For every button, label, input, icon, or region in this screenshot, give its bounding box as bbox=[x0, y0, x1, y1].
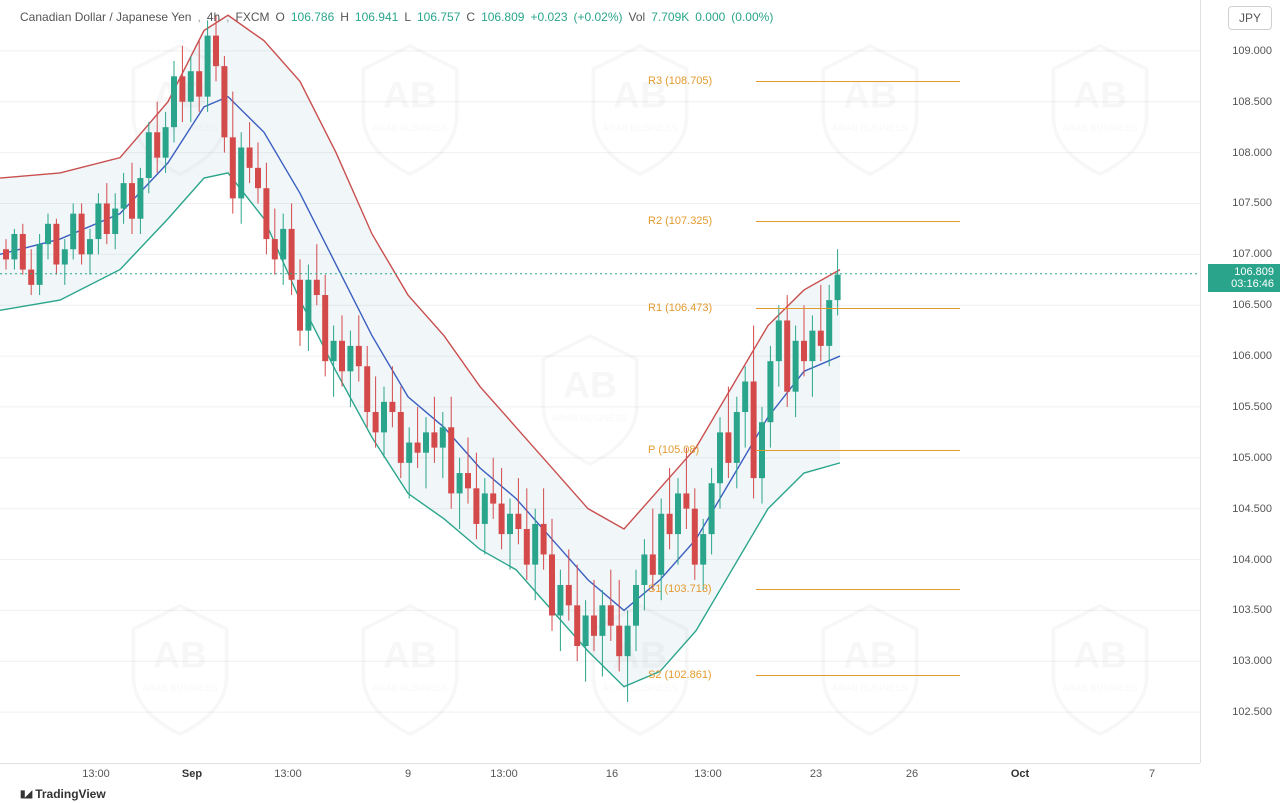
pivot-label-R2: R2 (107.325) bbox=[648, 215, 712, 227]
countdown: 03:16:46 bbox=[1214, 278, 1274, 290]
pivot-label-S1: S1 (103.713) bbox=[648, 583, 712, 595]
x-tick: 13:00 bbox=[274, 768, 302, 780]
y-tick: 106.000 bbox=[1232, 350, 1272, 362]
change: +0.023 bbox=[530, 10, 567, 24]
pivot-line-P bbox=[756, 450, 960, 451]
pivot-label-S2: S2 (102.861) bbox=[648, 669, 712, 681]
price-value: 106.809 bbox=[1214, 266, 1274, 278]
y-axis: 109.000 108.500 108.000 107.500 107.000 106.5… bbox=[1200, 0, 1280, 763]
vol2: 0.000 bbox=[695, 10, 725, 24]
y-tick: 105.500 bbox=[1232, 401, 1272, 413]
pivot-line-R1 bbox=[756, 308, 960, 309]
y-tick: 103.000 bbox=[1232, 655, 1272, 667]
logo-icon: ▮◢ bbox=[20, 789, 31, 800]
pivot-label-R3: R3 (108.705) bbox=[648, 75, 712, 87]
x-tick: 16 bbox=[606, 768, 618, 780]
pivot-line-S2 bbox=[756, 675, 960, 676]
pivot-line-S1 bbox=[756, 589, 960, 590]
ohlc-h-label: H bbox=[340, 10, 349, 24]
x-tick: Sep bbox=[182, 768, 202, 780]
x-tick: 7 bbox=[1149, 768, 1155, 780]
vol2-pct: (0.00%) bbox=[731, 10, 773, 24]
currency-badge[interactable]: JPY bbox=[1228, 6, 1272, 30]
ohlc-l-label: L bbox=[404, 10, 411, 24]
y-tick: 107.000 bbox=[1232, 248, 1272, 260]
tradingview-logo: ▮◢ TradingView bbox=[20, 787, 106, 801]
y-tick: 106.500 bbox=[1232, 299, 1272, 311]
y-tick: 108.000 bbox=[1232, 147, 1272, 159]
y-tick: 109.000 bbox=[1232, 45, 1272, 57]
y-tick: 103.500 bbox=[1232, 604, 1272, 616]
y-tick: 104.500 bbox=[1232, 503, 1272, 515]
symbol-name: Canadian Dollar / Japanese Yen bbox=[20, 10, 191, 24]
pivot-line-R2 bbox=[756, 221, 960, 222]
y-tick: 107.500 bbox=[1232, 197, 1272, 209]
broker: FXCM bbox=[236, 10, 270, 24]
y-tick: 105.000 bbox=[1232, 452, 1272, 464]
y-tick: 102.500 bbox=[1232, 706, 1272, 718]
ohlc-l: 106.757 bbox=[417, 10, 460, 24]
pivot-line-R3 bbox=[756, 81, 960, 82]
chart-area[interactable]: ABARAB BUSINESSABARAB BUSINESSABARAB BUS… bbox=[0, 0, 1200, 763]
timeframe: 4h bbox=[207, 10, 220, 24]
x-tick: Oct bbox=[1011, 768, 1029, 780]
x-axis: 13:00 Sep 13:00 9 13:00 16 13:00 23 26 Oct 7 bbox=[0, 763, 1200, 787]
ohlc-c-label: C bbox=[466, 10, 475, 24]
ohlc-c: 106.809 bbox=[481, 10, 524, 24]
x-tick: 13:00 bbox=[490, 768, 518, 780]
chart-container: Canadian Dollar / Japanese Yen , 4h , FX… bbox=[0, 0, 1280, 803]
x-tick: 23 bbox=[810, 768, 822, 780]
x-tick: 26 bbox=[906, 768, 918, 780]
ohlc-o-label: O bbox=[276, 10, 285, 24]
vol: 7.709K bbox=[651, 10, 689, 24]
x-tick: 9 bbox=[405, 768, 411, 780]
ohlc-o: 106.786 bbox=[291, 10, 334, 24]
separator: , bbox=[226, 10, 229, 24]
separator: , bbox=[197, 10, 200, 24]
ohlc-h: 106.941 bbox=[355, 10, 398, 24]
x-tick: 13:00 bbox=[694, 768, 722, 780]
chart-svg bbox=[0, 0, 1200, 763]
y-tick: 104.000 bbox=[1232, 554, 1272, 566]
vol-label: Vol bbox=[629, 10, 646, 24]
price-tag: 106.80903:16:46 bbox=[1208, 264, 1280, 292]
logo-text: TradingView bbox=[35, 787, 105, 801]
x-tick: 13:00 bbox=[82, 768, 110, 780]
change-pct: (+0.02%) bbox=[574, 10, 623, 24]
pivot-label-R1: R1 (106.473) bbox=[648, 302, 712, 314]
info-bar: Canadian Dollar / Japanese Yen , 4h , FX… bbox=[20, 10, 773, 24]
pivot-label-P: P (105.08) bbox=[648, 444, 699, 456]
y-tick: 108.500 bbox=[1232, 96, 1272, 108]
